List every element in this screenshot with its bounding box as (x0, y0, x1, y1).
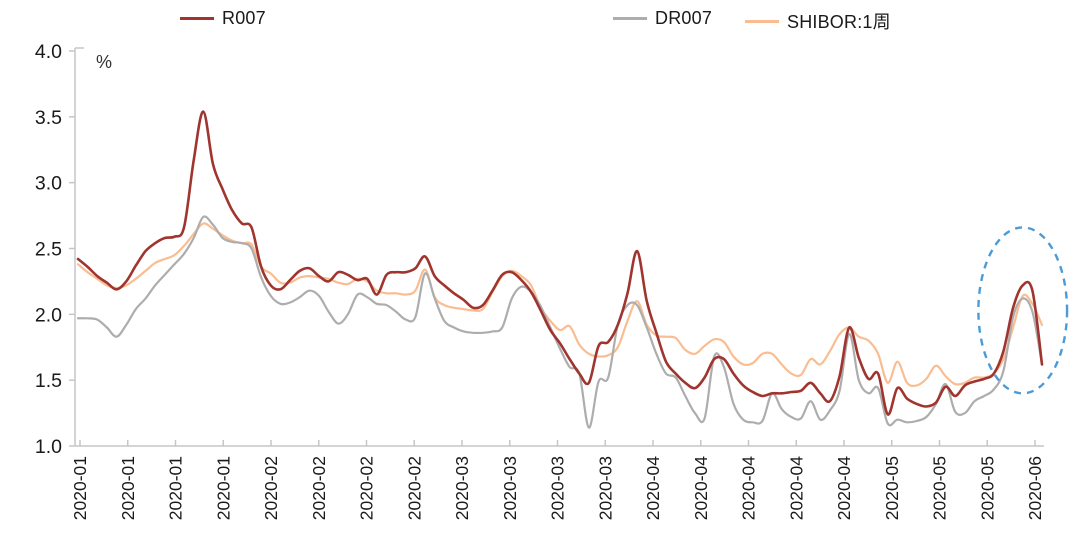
y-tick-label: 1.5 (35, 370, 62, 392)
legend-label-r007: R007 (222, 8, 266, 28)
r007-line-swatch (180, 17, 214, 20)
x-tick-label: 2020-03 (452, 456, 472, 520)
legend-item-r007: R007 (180, 8, 266, 29)
series-line-dr007 (76, 215, 1044, 429)
y-tick-label: 3.5 (35, 107, 62, 129)
x-tick-label: 2020-02 (404, 456, 424, 520)
axes (69, 47, 1044, 447)
x-tick-label: 2020-01 (70, 456, 90, 520)
legend-item-shibor1w: SHIBOR:1周 (745, 8, 891, 34)
tick-labels: 4.0 3.5 3.0 2.5 2.0 1.5 1.0% 2020-01 2020-01 2020… (35, 41, 1045, 520)
x-tick-label: 2020-01 (213, 456, 233, 520)
dr007-line-swatch (613, 17, 647, 20)
y-tick-label: 3.0 (35, 173, 62, 195)
x-tick-label: 2020-03 (500, 456, 520, 520)
highlight-ellipse (977, 226, 1069, 395)
x-tick-label: 2020-05 (977, 456, 997, 520)
x-tick-label: 2020-03 (548, 456, 568, 520)
x-tick-label: 2020-02 (309, 456, 329, 520)
x-tick-label: 2020-01 (118, 456, 138, 520)
dashed-ellipse-annotation (977, 226, 1069, 395)
x-tick-label: 2020-03 (595, 456, 615, 520)
legend-label-shibor1w: SHIBOR:1周 (787, 12, 891, 32)
legend-item-dr007: DR007 (613, 8, 712, 29)
y-tick-label: 2.0 (35, 304, 62, 326)
series-line-shibor1w (76, 222, 1044, 388)
legend-label-dr007: DR007 (655, 8, 713, 28)
x-tick-label: 2020-02 (357, 456, 377, 520)
x-tick-label: 2020-04 (643, 456, 663, 520)
y-tick-label: 1.0 (35, 436, 62, 458)
series-line-r007 (76, 110, 1044, 416)
x-tick-label: 2020-04 (786, 456, 806, 520)
x-tick-label: 2020-04 (691, 456, 711, 520)
x-tick-label: 2020-06 (1025, 456, 1045, 520)
x-tick-label: 2020-05 (882, 456, 902, 520)
x-tick-label: 2020-01 (166, 456, 186, 520)
y-tick-label: 2.5 (35, 239, 62, 261)
x-tick-label: 2020-02 (261, 456, 281, 520)
legend: R007 DR007 SHIBOR:1周 (0, 0, 1080, 36)
shibor1w-line-swatch (745, 19, 779, 23)
x-tick-label: 2020-05 (930, 456, 950, 520)
y-axis-unit-label: % (96, 52, 112, 72)
series-lines (76, 110, 1044, 429)
y-tick-label: 4.0 (35, 41, 62, 63)
x-tick-label: 2020-04 (834, 456, 854, 520)
x-tick-label: 2020-04 (739, 456, 759, 520)
